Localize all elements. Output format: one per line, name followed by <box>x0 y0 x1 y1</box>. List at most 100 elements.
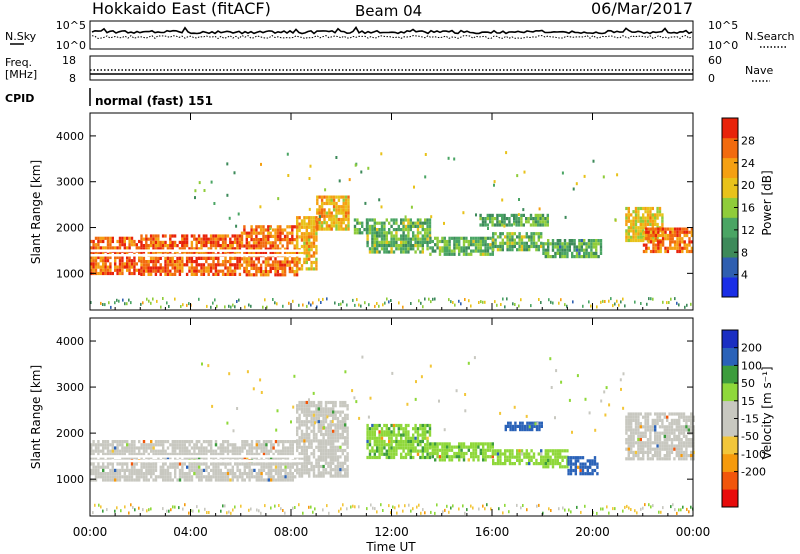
colorbar-tick-label: -200 <box>741 466 766 479</box>
nsearch-trace <box>91 34 693 40</box>
colorbar-swatch <box>722 157 738 178</box>
y-tick-label: 2000 <box>56 427 84 440</box>
nsky-tick-bottom: 10^0 <box>56 39 86 52</box>
colorbar-tick-label: -15 <box>741 413 759 426</box>
velocity-colorbar-label: Velocity [m s⁻¹] <box>760 366 774 459</box>
echo-region <box>296 400 349 478</box>
power-colorbar: 4 8 12 16 20 24 28 <box>721 117 755 298</box>
range-gap <box>90 249 304 252</box>
echo-region <box>140 234 242 276</box>
echo-region <box>504 421 543 432</box>
velocity-echo-layer <box>90 355 695 515</box>
nave-tick-top: 60 <box>708 54 722 67</box>
colorbar-swatch <box>722 257 738 278</box>
colorbar-tick-label: 12 <box>741 224 755 237</box>
colorbar-tick-label: 100 <box>741 359 762 372</box>
colorbar-swatch <box>722 137 738 159</box>
x-tick-label: 00:00 <box>676 525 711 539</box>
colorbar-swatch <box>722 418 738 437</box>
colorbar-tick-label: -50 <box>741 430 759 443</box>
colorbar-swatch <box>722 217 738 238</box>
range-gap <box>90 455 304 458</box>
echo-region <box>366 423 432 460</box>
nsky-panel-frame <box>89 20 694 50</box>
colorbar-swatch <box>722 330 738 348</box>
nsearch-tick-top: 10^5 <box>708 19 738 32</box>
nsky-tick-top: 10^5 <box>56 19 86 32</box>
nsky-label: N.Sky <box>5 30 37 43</box>
scattered-echoes <box>201 355 625 436</box>
echo-region <box>567 456 599 476</box>
colorbar-swatch <box>722 237 738 258</box>
range-gap <box>90 254 304 257</box>
x-tick-label: 12:00 <box>374 525 409 539</box>
colorbar-tick-label: 15 <box>741 395 755 408</box>
y-tick-label: 3000 <box>56 176 84 189</box>
colorbar-tick-label: -100 <box>741 448 766 461</box>
colorbar-swatch <box>722 197 738 218</box>
x-tick-label: 00:00 <box>73 525 108 539</box>
power-y-axis-label: Slant Range [km] <box>29 160 43 264</box>
x-tick-label: 08:00 <box>274 525 309 539</box>
echo-region <box>492 449 543 466</box>
colorbar-tick-label: 20 <box>741 179 755 192</box>
echo-region <box>366 218 432 254</box>
nave-label: Nave <box>745 64 773 77</box>
echo-region <box>542 449 569 469</box>
colorbar-tick-label: 4 <box>741 269 748 282</box>
velocity-y-axis-label: Slant Range [km] <box>29 365 43 469</box>
y-tick-label: 2000 <box>56 222 84 235</box>
colorbar-tick-label: 50 <box>741 377 755 390</box>
velocity-colorbar: 200 100 50 15 -15 -50 -100 -200 <box>721 329 766 508</box>
x-tick-label: 16:00 <box>475 525 510 539</box>
x-tick-label: 04:00 <box>173 525 208 539</box>
range-gap <box>90 459 304 463</box>
nsearch-tick-bottom: 10^0 <box>708 39 738 52</box>
colorbar-swatch <box>722 277 738 298</box>
velocity-panel-frame <box>89 317 694 517</box>
colorbar-tick-label: 8 <box>741 246 748 259</box>
power-y-ticks: 1000 2000 3000 4000 <box>56 130 693 280</box>
y-tick-label: 3000 <box>56 381 84 394</box>
power-x-ticks <box>89 113 694 310</box>
echo-region <box>429 236 494 256</box>
colorbar-swatch <box>722 489 738 508</box>
cpid-text: normal (fast) 151 <box>95 94 213 108</box>
colorbar-tick-label: 200 <box>741 342 762 355</box>
velocity-y-ticks: 1000 2000 3000 4000 <box>56 335 693 486</box>
velocity-x-ticks: 00:00 04:00 08:00 12:00 16:00 20:00 00:00 <box>73 318 711 539</box>
figure-title: Hokkaido East (fitACF) <box>92 0 271 18</box>
near-range-speckle <box>92 503 694 515</box>
date-label: 06/Mar/2017 <box>591 0 693 18</box>
nsky-trace <box>91 26 693 35</box>
colorbar-swatch <box>722 347 738 366</box>
echo-region <box>542 239 603 259</box>
echo-region <box>625 412 695 461</box>
colorbar-tick-label: 28 <box>741 134 755 147</box>
power-echo-layer <box>90 151 694 309</box>
colorbar-swatch <box>722 118 738 139</box>
nsearch-label: N.Search <box>745 30 795 43</box>
echo-region <box>429 442 494 462</box>
colorbar-swatch <box>722 471 738 490</box>
beam-label: Beam 04 <box>355 2 422 20</box>
freq-tick-top: 18 <box>62 54 76 67</box>
echo-region <box>492 232 543 252</box>
y-tick-label: 1000 <box>56 473 84 486</box>
freq-unit: [MHz] <box>5 68 37 81</box>
colorbar-swatch <box>722 177 738 198</box>
cpid-label: CPID <box>5 92 34 105</box>
time-axis-label: Time UT <box>365 540 416 554</box>
freq-panel-frame <box>89 55 694 81</box>
colorbar-swatch <box>722 453 738 472</box>
echo-region <box>642 227 694 254</box>
colorbar-swatch <box>722 383 738 402</box>
x-tick-label: 20:00 <box>575 525 610 539</box>
y-tick-label: 4000 <box>56 335 84 348</box>
echo-region <box>353 218 369 235</box>
scattered-echoes <box>194 151 619 231</box>
colorbar-swatch <box>722 436 738 455</box>
echo-region <box>296 216 318 271</box>
nave-tick-bottom: 0 <box>708 72 715 85</box>
